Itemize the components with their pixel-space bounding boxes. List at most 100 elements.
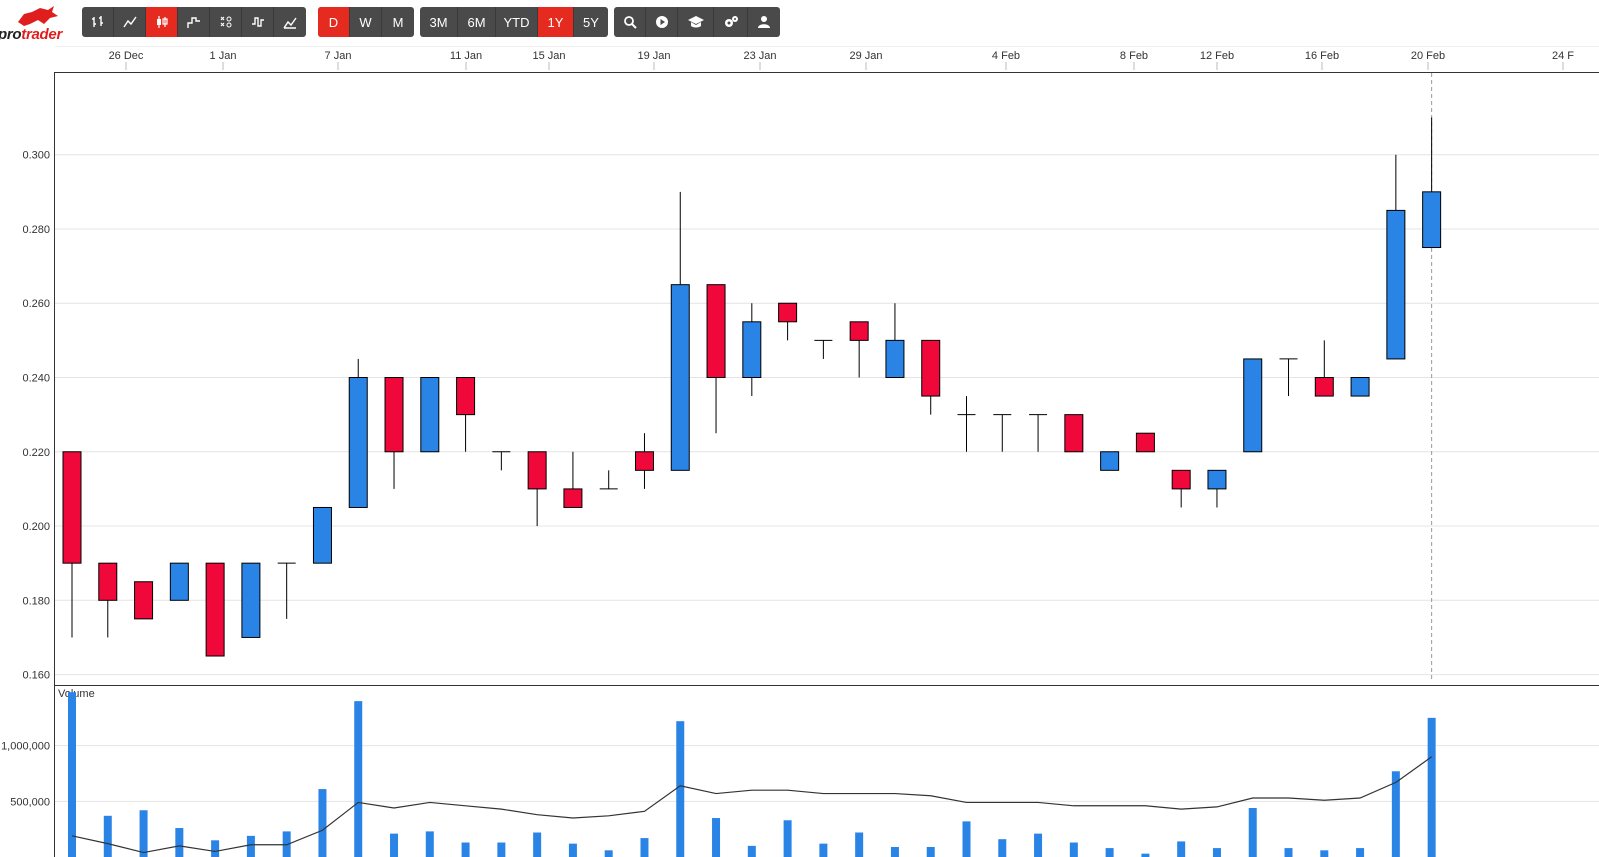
- interval-month-button[interactable]: M: [392, 14, 404, 30]
- candle-body-down: [205, 562, 225, 657]
- x-tick-label: 23 Jan: [743, 50, 776, 62]
- volume-bar: [533, 832, 542, 857]
- candle-body-up: [1207, 469, 1227, 490]
- volume-bar: [783, 820, 792, 857]
- volume-bar: [1248, 808, 1257, 857]
- volume-bar: [604, 850, 613, 857]
- point-figure-chart-button[interactable]: [210, 7, 242, 37]
- candle: [1386, 154, 1406, 360]
- volume-bar: [318, 789, 327, 857]
- candle-body-down: [849, 321, 869, 341]
- price-tick-label: 0.300: [22, 150, 50, 162]
- step-chart-icon: [186, 17, 200, 28]
- candle-body-down: [778, 302, 798, 323]
- volume-bar: [998, 839, 1007, 857]
- volume-bar: [819, 843, 828, 857]
- bull-logo-icon: [18, 6, 58, 26]
- toolbar: protrader D W M 3M 6M YTD 1Y: [0, 0, 1599, 46]
- kagi-icon: [251, 17, 264, 27]
- volume-bar: [1391, 771, 1400, 857]
- kagi-chart-button[interactable]: [242, 7, 274, 37]
- price-tick-label: 0.240: [22, 373, 50, 385]
- point-figure-icon: [220, 16, 231, 28]
- line-chart-button[interactable]: [114, 7, 146, 37]
- candle-body-up: [1243, 358, 1263, 453]
- candle: [670, 191, 690, 471]
- play-button[interactable]: [646, 7, 678, 37]
- candle: [706, 284, 726, 434]
- logo-text-trader: trader: [21, 26, 62, 43]
- search-button[interactable]: [614, 7, 646, 37]
- range-6m-button[interactable]: 6M: [458, 7, 496, 37]
- volume-bar: [211, 840, 220, 857]
- candle: [957, 396, 976, 452]
- ohlc-chart-button[interactable]: [82, 7, 114, 37]
- logo-text: protrader: [0, 26, 62, 43]
- candle-body-down: [563, 488, 583, 508]
- x-tick-label: 15 Jan: [532, 50, 565, 62]
- volume-bar: [1356, 848, 1365, 857]
- candle: [384, 377, 404, 489]
- candle: [134, 581, 154, 620]
- volume-bar: [890, 846, 899, 857]
- candle: [312, 506, 332, 564]
- candle-body-down: [1135, 432, 1155, 453]
- candle-body-down: [634, 451, 654, 471]
- graduation-cap-icon: [687, 16, 704, 28]
- interval-group: D W M: [318, 7, 414, 37]
- range-3m-button[interactable]: 3M: [420, 7, 458, 37]
- candle-body-up: [241, 562, 261, 638]
- step-chart-button[interactable]: [178, 7, 210, 37]
- candle: [1422, 117, 1442, 249]
- protrader-logo[interactable]: protrader: [0, 4, 72, 44]
- candle-body-up: [1386, 209, 1406, 360]
- logo-text-pro: pro: [0, 26, 22, 43]
- volume-tick-label: 500,000: [10, 796, 50, 808]
- volume-bar: [747, 845, 756, 857]
- interval-day-button[interactable]: D: [318, 7, 350, 37]
- x-tick-label: 1 Jan: [210, 50, 237, 62]
- gears-icon: [724, 16, 738, 27]
- price-tick-label: 0.160: [22, 670, 50, 682]
- volume-bar: [855, 832, 864, 857]
- candlestick-chart-button[interactable]: [146, 7, 178, 37]
- volume-bar: [354, 701, 363, 857]
- candle-body-up: [169, 562, 189, 601]
- candle: [921, 339, 941, 415]
- candle: [492, 451, 511, 471]
- volume-bar: [68, 692, 76, 857]
- candle-body-down: [921, 339, 941, 397]
- user-button[interactable]: [748, 7, 780, 37]
- volume-bar: [1069, 842, 1078, 857]
- price-tick-label: 0.260: [22, 298, 50, 310]
- candle-body-up: [420, 377, 440, 453]
- volume-bar: [1105, 848, 1114, 857]
- volume-bar: [1141, 853, 1150, 857]
- candle: [1029, 414, 1048, 452]
- x-tick-label: 12 Feb: [1200, 50, 1234, 62]
- range-group: 3M 6M YTD 1Y 5Y: [420, 7, 608, 37]
- settings-button[interactable]: [714, 7, 748, 37]
- volume-bar: [139, 810, 148, 857]
- x-tick-label: 24 F: [1552, 50, 1574, 62]
- range-1y-button[interactable]: 1Y: [538, 7, 574, 37]
- range-5y-button[interactable]: 5Y: [583, 14, 599, 30]
- volume-tick-label: 1,000,000: [1, 741, 50, 753]
- indicator-chart-button[interactable]: [274, 7, 306, 37]
- volume-bar: [712, 818, 721, 857]
- candle: [849, 321, 869, 378]
- interval-week-button[interactable]: W: [350, 7, 382, 37]
- candle: [1243, 358, 1263, 453]
- candle-body-down: [527, 451, 547, 490]
- candle-body-up: [670, 284, 690, 471]
- range-ytd-button[interactable]: YTD: [496, 7, 538, 37]
- candle-body-up: [1100, 451, 1120, 471]
- volume-bar: [1212, 848, 1221, 857]
- volume-bar: [497, 842, 506, 857]
- volume-bar: [1427, 717, 1436, 857]
- candle-body-down: [1171, 469, 1191, 490]
- education-button[interactable]: [678, 7, 714, 37]
- user-icon: [758, 16, 770, 28]
- volume-bar: [175, 828, 184, 857]
